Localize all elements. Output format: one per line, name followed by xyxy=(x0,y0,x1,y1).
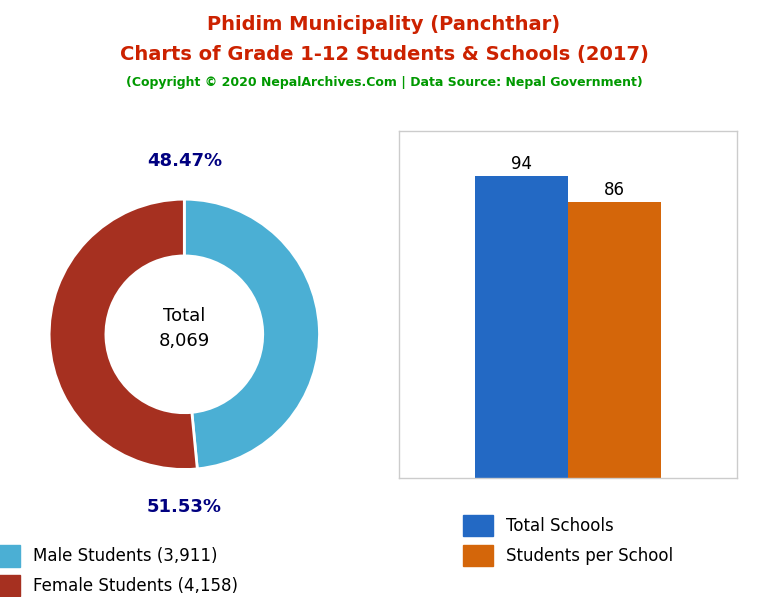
Wedge shape xyxy=(49,199,197,469)
Bar xyxy=(568,202,661,478)
Text: Total
8,069: Total 8,069 xyxy=(159,307,210,350)
Text: Charts of Grade 1-12 Students & Schools (2017): Charts of Grade 1-12 Students & Schools … xyxy=(120,45,648,64)
Text: 94: 94 xyxy=(511,155,532,173)
Bar xyxy=(475,176,568,478)
Legend: Total Schools, Students per School: Total Schools, Students per School xyxy=(463,515,674,566)
Legend: Male Students (3,911), Female Students (4,158): Male Students (3,911), Female Students (… xyxy=(0,545,238,596)
Text: 86: 86 xyxy=(604,181,625,199)
Wedge shape xyxy=(184,199,319,469)
Text: Phidim Municipality (Panchthar): Phidim Municipality (Panchthar) xyxy=(207,15,561,34)
Text: (Copyright © 2020 NepalArchives.Com | Data Source: Nepal Government): (Copyright © 2020 NepalArchives.Com | Da… xyxy=(126,76,642,90)
Text: 48.47%: 48.47% xyxy=(147,152,222,170)
Text: 51.53%: 51.53% xyxy=(147,498,222,516)
